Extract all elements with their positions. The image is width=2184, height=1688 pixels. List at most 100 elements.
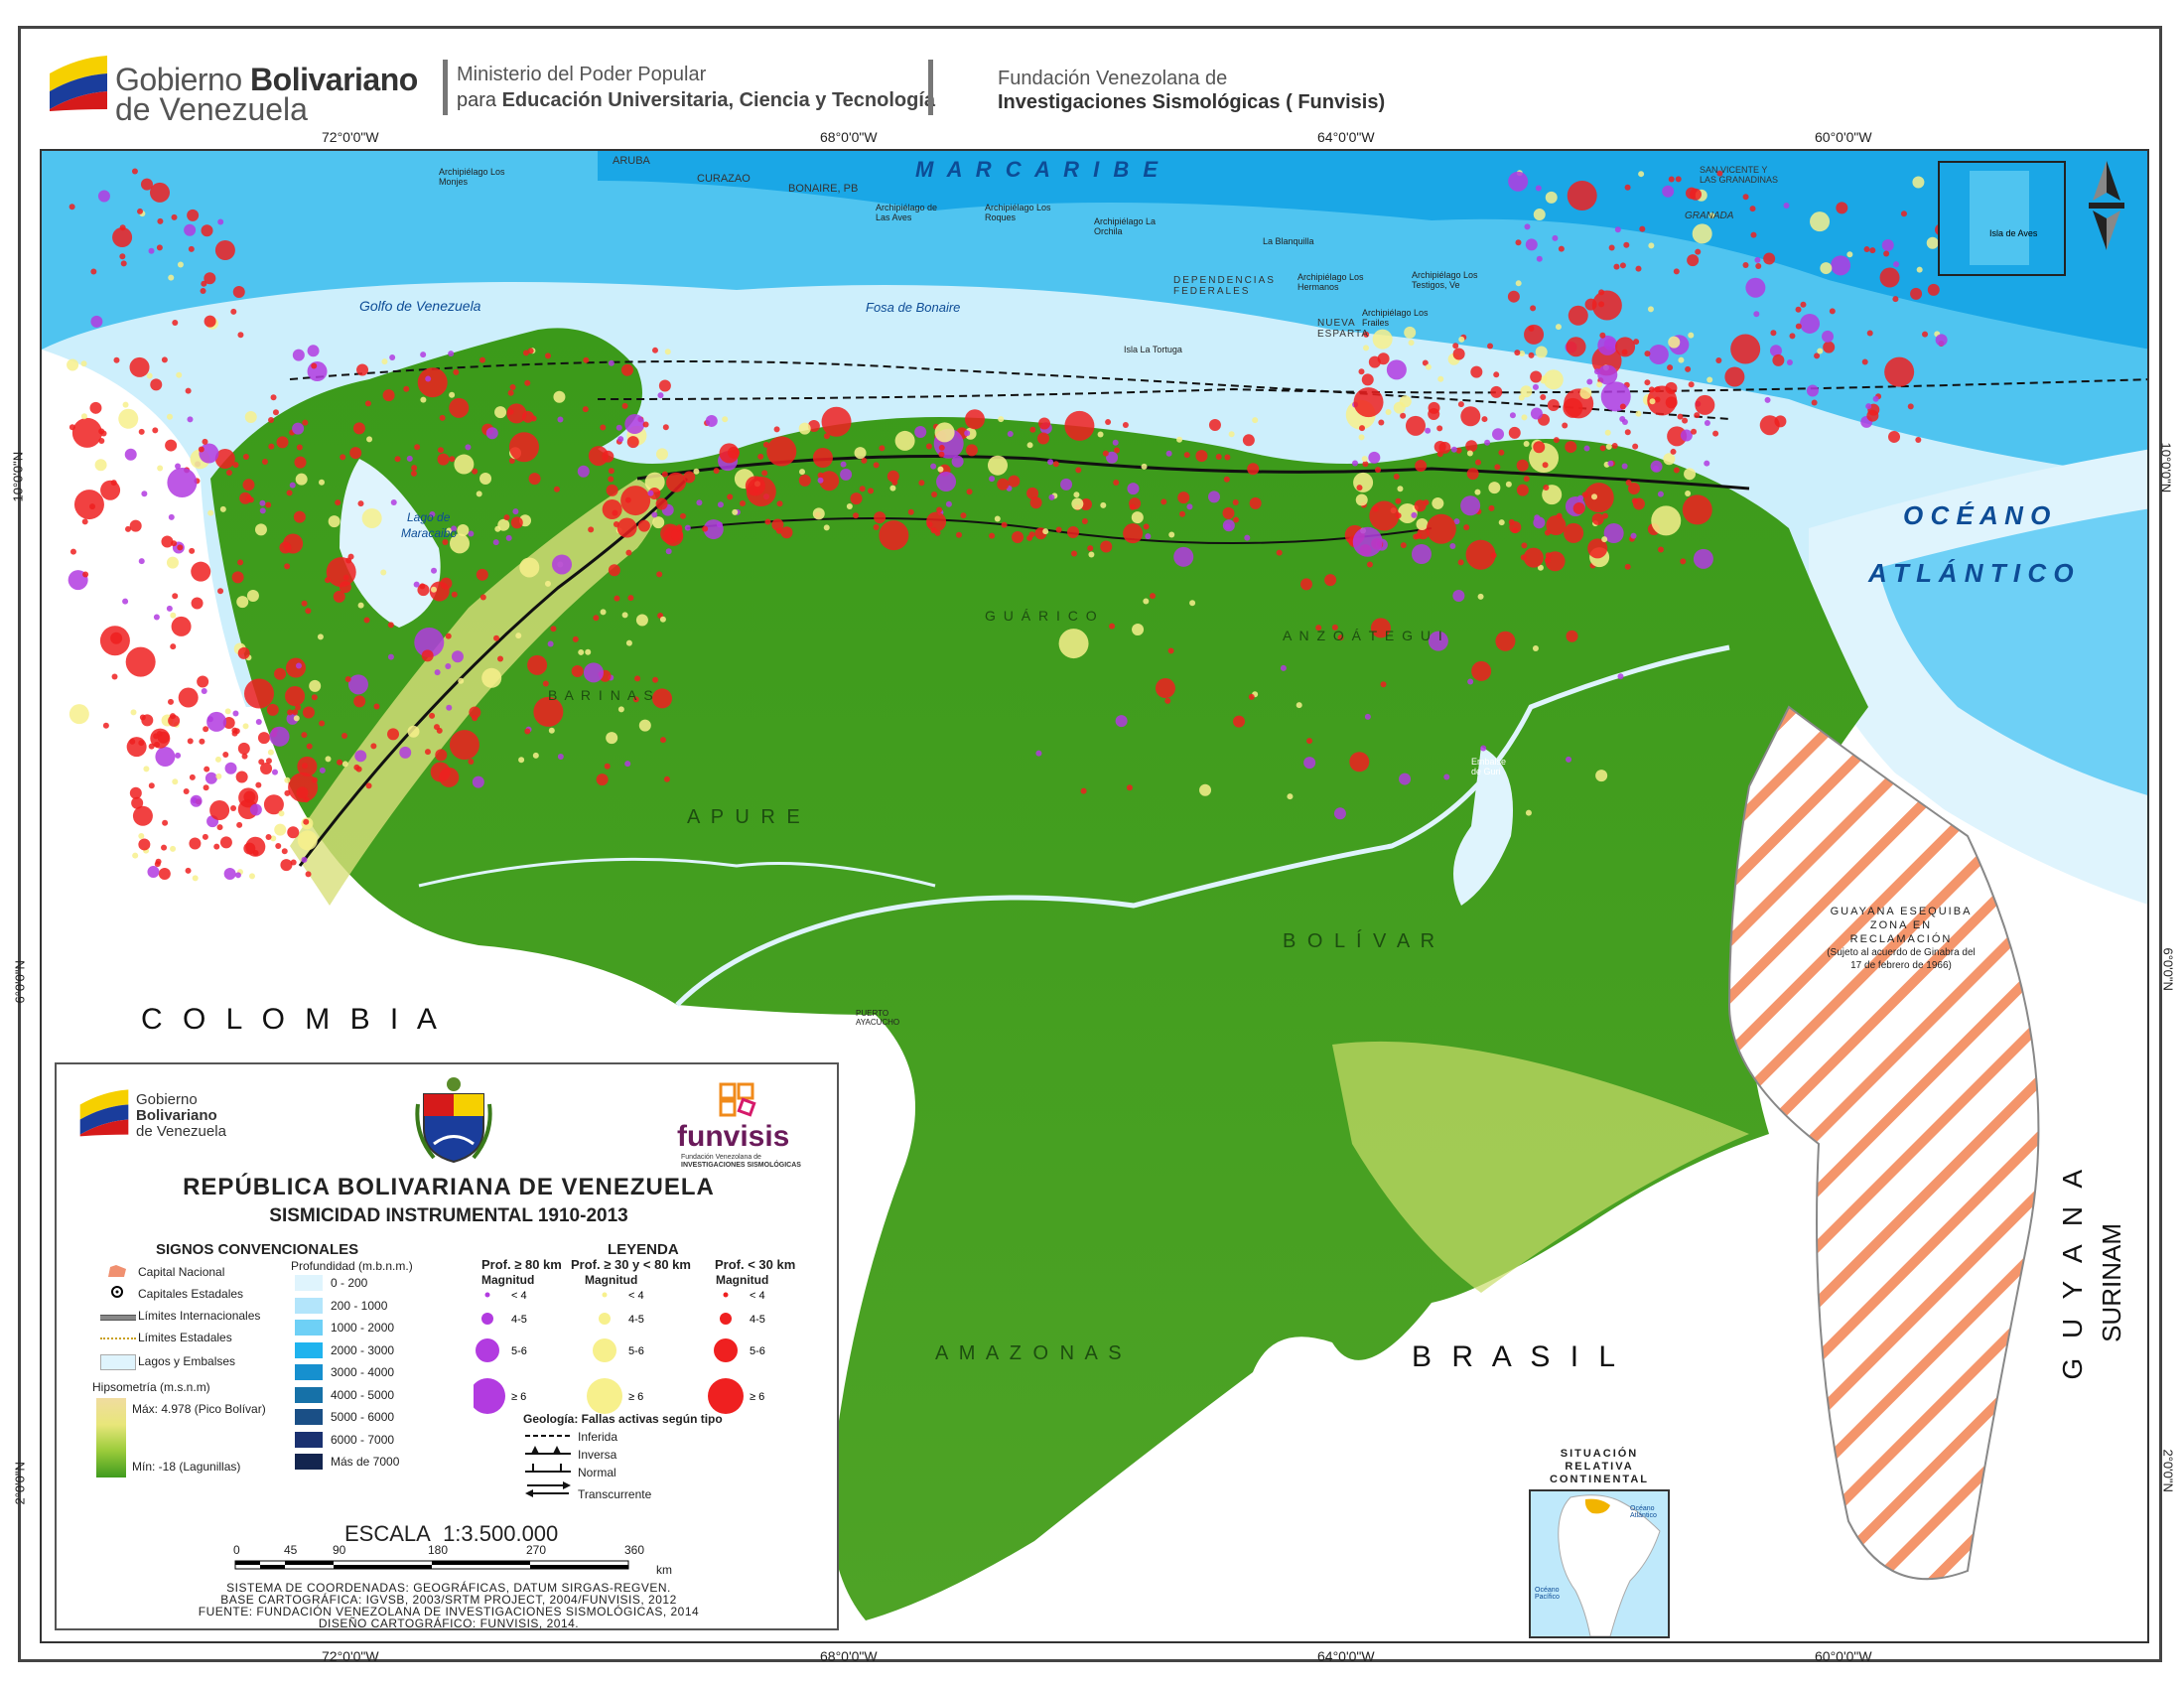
epicenter-dot	[431, 567, 438, 574]
signo-limites-internacionales: Límites Internacionales	[138, 1309, 261, 1323]
epicenter-dot	[319, 767, 326, 774]
epicenter-dot	[798, 422, 811, 435]
epicenter-dot	[602, 499, 622, 520]
epicenter-dot	[430, 586, 437, 593]
epicenter-dot	[1463, 524, 1470, 531]
epicenter-dot	[1724, 366, 1745, 387]
epicenter-dot	[1552, 234, 1559, 241]
label-esequibo-4: (Sujeto al acuerdo de Ginabra del	[1827, 947, 1976, 958]
epicenter-dot	[1507, 290, 1520, 303]
signos-title: SIGNOS CONVENCIONALES	[156, 1241, 359, 1258]
epicenter-dot	[1369, 500, 1400, 531]
header: Gobierno Bolivariano de Venezuela Minist…	[48, 48, 1437, 137]
epicenter-dot	[658, 379, 671, 392]
epicenter-dot	[1208, 419, 1221, 432]
epicenter-dot	[664, 349, 671, 355]
profundidad-swatch	[295, 1320, 323, 1336]
map-frame	[18, 26, 2162, 1662]
epicenter-dot	[553, 390, 566, 403]
epicenter-dot	[1115, 715, 1128, 728]
epicenter-dot	[1484, 439, 1491, 446]
epicenter-dot	[157, 465, 164, 472]
falla-inversa: Inversa	[578, 1448, 617, 1462]
epicenter-dot	[150, 182, 170, 203]
epicenter-dot	[1361, 373, 1374, 386]
epicenter-dot	[170, 643, 177, 650]
epicenter-dot	[209, 800, 230, 821]
epicenter-dot	[303, 818, 310, 825]
epicenter-dot	[1682, 494, 1712, 525]
epicenter-dot	[1667, 426, 1688, 447]
profundidad-swatch	[295, 1364, 323, 1380]
epicenter-dot	[1601, 536, 1608, 543]
epicenter-dot	[451, 650, 464, 663]
epicenter-dot	[465, 444, 472, 451]
epicenter-dot	[366, 436, 373, 443]
epicenter-dot	[69, 548, 76, 555]
epicenter-dot	[1415, 532, 1422, 539]
epicenter-dot	[1786, 359, 1793, 366]
scale-tick: 360	[624, 1543, 645, 1557]
epicenter-dot	[873, 462, 880, 469]
magnitude-label: 5-6	[628, 1345, 644, 1357]
epicenter-dot	[373, 703, 380, 710]
epicenter-dot	[533, 696, 564, 727]
epicenter-dot	[81, 518, 88, 525]
epicenter-dot	[263, 794, 284, 815]
leyenda-title: LEYENDA	[608, 1241, 679, 1258]
epicenter-dot	[510, 516, 523, 529]
epicenter-dot	[231, 727, 238, 734]
epicenter-dot	[150, 378, 163, 391]
epicenter-dot	[255, 718, 262, 725]
epicenter-dot	[936, 472, 957, 492]
label-anzoategui: A N Z O Á T E G U I	[1283, 628, 1444, 643]
epicenter-dot	[280, 859, 293, 872]
epicenter-dot	[204, 272, 216, 285]
epicenter-dot	[1386, 359, 1407, 380]
magnitude-label: < 4	[628, 1290, 644, 1302]
magnitude-label: < 4	[511, 1290, 527, 1302]
epicenter-dot	[1363, 345, 1370, 352]
epicenter-dot	[265, 501, 272, 508]
epicenter-dot	[333, 590, 345, 603]
epicenter-dot	[94, 459, 107, 472]
epicenter-dot	[71, 417, 102, 448]
scale-tick: 0	[233, 1543, 240, 1557]
epicenter-dot	[1173, 546, 1194, 567]
epicenter-dot	[1648, 344, 1669, 364]
hips-min: Mín: -18 (Lagunillas)	[132, 1460, 241, 1474]
epicenter-dot	[166, 413, 173, 420]
epicenter-dot	[406, 455, 413, 462]
epicenter-dot	[435, 749, 448, 762]
epicenter-dot	[215, 773, 222, 779]
label-golfo: Golfo de Venezuela	[359, 298, 481, 314]
label-blanquilla: La Blanquilla	[1263, 236, 1314, 246]
epicenter-dot	[200, 288, 206, 295]
north-arrow-icon	[2089, 161, 2124, 250]
epicenter-dot	[840, 461, 847, 468]
epicenter-dot	[761, 470, 768, 477]
epicenter-dot	[1515, 280, 1522, 287]
epicenter-dot	[269, 726, 290, 747]
epicenter-dot	[165, 439, 178, 452]
epicenter-dot	[1680, 429, 1693, 442]
epicenter-dot	[439, 767, 460, 787]
epicenter-dot	[780, 526, 793, 539]
epicenter-dot	[1393, 401, 1406, 414]
epicenter-dot	[644, 472, 665, 492]
venezuela-flag-icon	[79, 1089, 129, 1137]
epicenter-dot	[131, 796, 144, 809]
funvisis-line1: Fundación Venezolana de	[998, 68, 1228, 89]
coord-right: 2°0'0"N	[2160, 1449, 2176, 1492]
epicenter-dot	[515, 633, 522, 639]
epicenter-dot	[840, 468, 853, 481]
epicenter-dot	[143, 766, 150, 773]
epicenter-dot	[508, 432, 539, 463]
epicenter-dot	[887, 470, 899, 483]
epicenter-dot	[270, 835, 277, 842]
epicenter-dot	[1673, 467, 1680, 474]
epicenter-dot	[918, 480, 925, 487]
epicenter-dot	[506, 403, 527, 424]
epicenter-dot	[874, 511, 887, 524]
epicenter-dot	[192, 875, 199, 882]
